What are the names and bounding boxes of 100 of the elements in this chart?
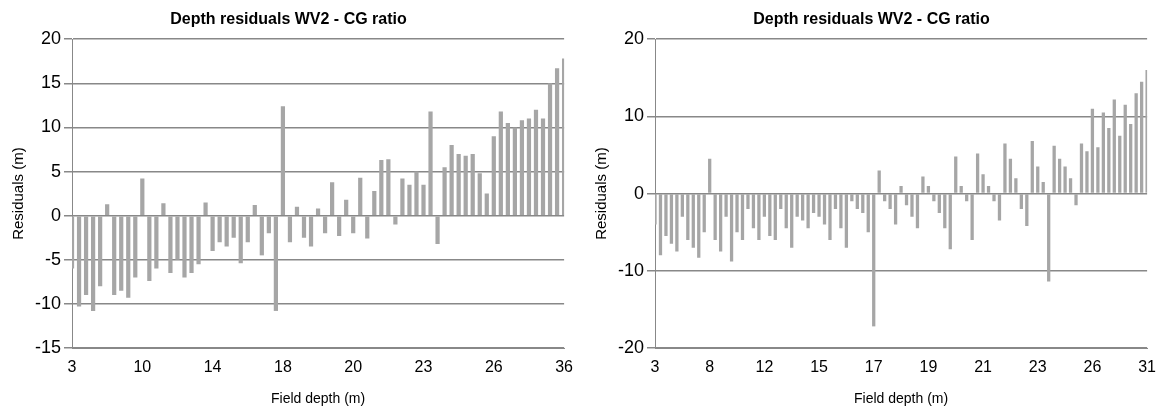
bar: [435, 216, 440, 244]
bar: [1112, 99, 1116, 193]
bar: [505, 123, 510, 215]
x-tick-label: 3: [67, 358, 77, 376]
bar: [1063, 166, 1067, 193]
bar: [1003, 143, 1007, 193]
bar: [484, 193, 489, 215]
bar: [762, 194, 767, 217]
x-tick-label: 17: [864, 358, 883, 376]
bar: [337, 216, 342, 236]
bar: [1008, 158, 1013, 193]
bar: [697, 194, 701, 258]
bar: [365, 216, 370, 239]
bar: [932, 194, 936, 202]
bar: [161, 203, 166, 215]
bar: [1025, 194, 1029, 227]
bar: [729, 194, 734, 262]
bar: [245, 216, 250, 243]
bar: [442, 167, 447, 215]
x-tick-label: 12: [755, 358, 774, 376]
bar: [784, 194, 788, 229]
bar: [937, 194, 941, 213]
x-tick-label: 15: [810, 358, 829, 376]
x-axis-title: Field depth (m): [853, 390, 949, 407]
bar: [1118, 135, 1122, 193]
y-tick-label: 5: [51, 160, 62, 181]
y-tick-label: 20: [40, 28, 62, 49]
bar: [547, 83, 553, 215]
bar: [872, 194, 876, 327]
bar: [981, 174, 985, 193]
bar: [1052, 145, 1056, 193]
bar: [779, 194, 783, 210]
bar: [926, 185, 931, 193]
bar: [1068, 178, 1073, 193]
bar: [1139, 81, 1144, 193]
x-tick-label: 10: [133, 358, 152, 376]
bar: [428, 111, 433, 215]
bar: [664, 194, 668, 237]
y-axis-title: Residuals (m): [9, 147, 27, 240]
bar: [921, 176, 925, 193]
bar: [790, 194, 794, 248]
bar: [811, 194, 816, 213]
bar: [421, 184, 426, 215]
bar: [751, 194, 756, 229]
bar: [904, 194, 909, 206]
bar: [1085, 151, 1089, 193]
bar: [965, 194, 969, 202]
bar: [210, 216, 215, 251]
bar: [175, 216, 180, 260]
bar: [1036, 166, 1040, 193]
bar: [915, 194, 920, 229]
bar: [948, 194, 952, 250]
bar: [740, 194, 745, 240]
bar: [1145, 70, 1148, 193]
bar: [893, 194, 898, 225]
y-axis-title: Residuals (m): [592, 147, 610, 240]
bar: [713, 194, 717, 240]
bar: [1107, 127, 1111, 193]
bar: [801, 194, 805, 221]
bar: [182, 216, 187, 278]
bar: [154, 216, 159, 269]
bar: [757, 194, 761, 240]
bar: [691, 194, 695, 248]
y-tick-label: 15: [40, 72, 62, 93]
bar: [322, 216, 328, 234]
bar: [519, 120, 525, 215]
bar: [372, 190, 377, 215]
bar: [533, 109, 539, 215]
y-tick-label: -5: [45, 248, 62, 269]
bar: [168, 216, 173, 274]
bar: [718, 194, 723, 252]
bar: [252, 205, 257, 215]
bar: [512, 127, 517, 215]
bar: [1101, 112, 1105, 193]
bar: [470, 153, 475, 215]
bar: [400, 178, 405, 215]
bar: [98, 216, 103, 287]
y-tick-label: -15: [35, 336, 62, 357]
bar: [280, 106, 286, 215]
bar: [91, 216, 96, 311]
bar: [910, 194, 914, 217]
x-tick-label: 36: [555, 358, 574, 376]
bar: [147, 216, 152, 281]
bar: [196, 216, 201, 265]
bar: [888, 194, 892, 210]
x-tick-label: 18: [274, 358, 292, 376]
bar: [658, 194, 663, 256]
x-tick-label: 21: [974, 358, 993, 376]
bar: [1047, 194, 1051, 282]
bar: [702, 194, 706, 233]
bar: [294, 206, 300, 215]
bar: [724, 194, 728, 217]
bar: [773, 194, 777, 240]
bar: [680, 194, 684, 217]
bar: [119, 216, 124, 291]
bar: [1014, 178, 1018, 193]
bar: [231, 216, 236, 238]
bar: [351, 216, 356, 234]
bar: [407, 184, 412, 215]
y-tick-label: 10: [40, 116, 62, 137]
